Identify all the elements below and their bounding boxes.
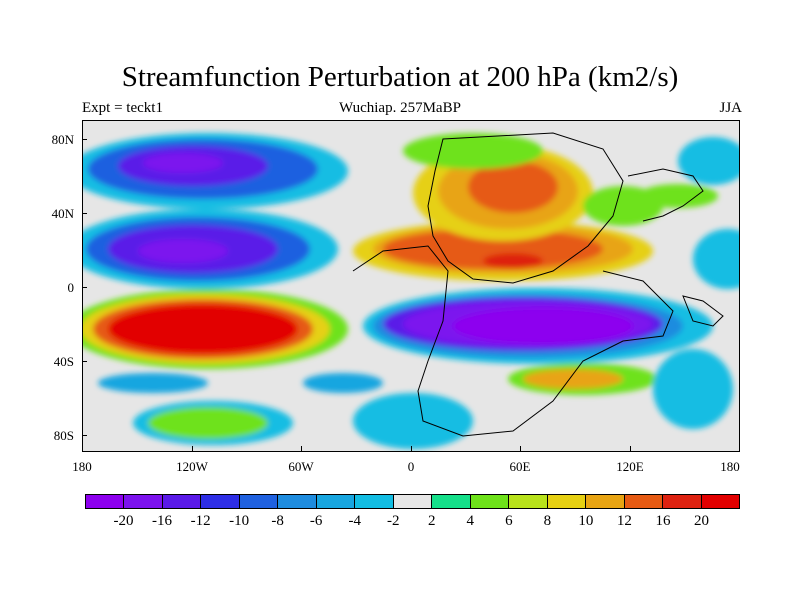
colorbar-label: 10 [578,513,594,529]
y-tick-label: 80S [53,428,74,443]
colorbar-swatch [162,495,202,508]
field-blob [303,373,383,393]
x-tick-mark [301,446,302,451]
continent-outline [352,245,674,437]
y-tick-mark [82,139,87,140]
field-blob [468,161,558,213]
colorbar-label: -2 [386,513,400,529]
y-tick-mark [82,361,87,362]
field-blob [108,304,298,354]
x-tick-mark [630,446,631,451]
field-blob [638,184,718,208]
continent-outline [627,168,704,222]
y-tick-label: 0 [67,280,75,295]
x-tick-label: 180 [72,459,92,474]
field-blob [98,373,208,393]
field-blob [138,239,228,263]
colorbar-swatch [201,495,240,508]
colorbar-swatch [509,495,548,508]
continent-outline [682,295,724,327]
colorbar-label: -10 [229,513,250,529]
field-blob [653,349,733,429]
field-blob [693,229,739,289]
x-tick-mark [192,446,193,451]
experiment-label: Expt = teckt1 [82,100,163,116]
colorbar-swatch [86,495,125,508]
season-label: JJA [719,100,742,116]
x-tick-label: 0 [407,459,415,474]
colorbar-swatch [624,495,664,508]
y-tick-mark [82,213,87,214]
colorbar-label: 16 [655,513,671,529]
colorbar-label: -4 [348,513,361,529]
x-tick-label: 120E [616,459,644,474]
colorbar-label: -12 [190,513,211,529]
field-blob [353,393,473,449]
y-tick-mark [82,435,87,436]
map-plot-area [82,120,740,452]
colorbar-swatch [393,495,433,508]
colorbar-swatch [355,495,394,508]
continent-outline [427,132,624,284]
colorbar-label: 8 [543,513,552,529]
colorbar-label: 12 [616,513,632,529]
field-blob [523,369,623,389]
colorbar-swatch [432,495,471,508]
field-blob [678,137,739,185]
plot-title: Streamfunction Perturbation at 200 hPa (… [121,61,679,93]
x-tick-label: 120W [176,459,208,474]
x-tick-mark [520,446,521,451]
y-tick-label: 80N [51,132,74,147]
colorbar-swatch [701,495,739,508]
x-tick-mark [411,446,412,451]
colorbar-swatch [547,495,587,508]
colorbar-label: -6 [309,513,323,529]
colorbar-label: -16 [152,513,173,529]
x-tick-label: 60W [288,459,314,474]
colorbar-label: 4 [466,513,475,529]
colorbar-swatch [239,495,279,508]
x-tick-label: 180 [720,459,740,474]
x-tick-mark [82,446,83,451]
colorbar-label: -8 [271,513,284,529]
field-blob [148,407,268,439]
colorbar-label: 6 [505,513,513,529]
y-tick-label: 40S [53,354,74,369]
field-blob [453,308,633,344]
colorbar-swatch [586,495,625,508]
colorbar-label: 20 [693,513,709,529]
contour-field [83,132,739,449]
colorbar-swatch [470,495,510,508]
colorbar-swatch [663,495,702,508]
colorbar-swatch [124,495,163,508]
y-tick-label: 40N [51,206,74,221]
y-tick-mark [82,287,87,288]
field-blob [483,253,543,269]
colorbar [85,494,740,509]
x-tick-label: 60E [509,459,531,474]
period-label: Wuchiap. 257MaBP [339,100,461,116]
colorbar-label: 2 [428,513,436,529]
colorbar-swatch [316,495,356,508]
colorbar-label: -20 [113,513,134,529]
field-blob [403,133,543,169]
colorbar-swatch [278,495,317,508]
field-blob [143,153,223,173]
x-tick-mark [739,446,740,451]
